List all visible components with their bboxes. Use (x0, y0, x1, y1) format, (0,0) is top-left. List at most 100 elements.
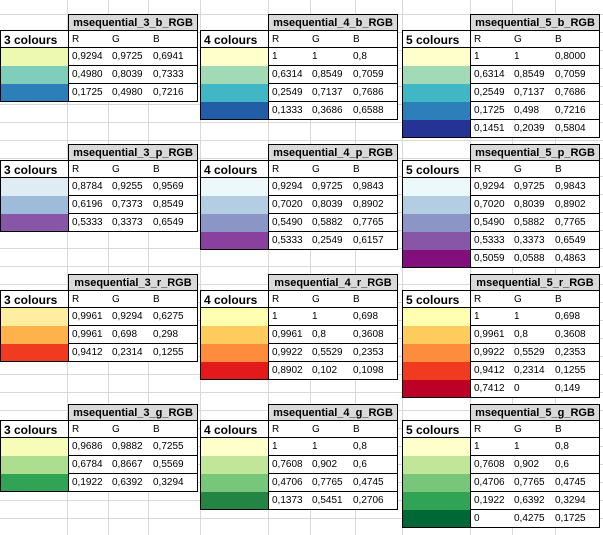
value-cell-b[interactable]: 0,7059 (552, 66, 600, 84)
palette-title[interactable]: msequential_3_p_RGB (68, 144, 198, 160)
value-cell-b[interactable]: 0,3608 (350, 326, 398, 344)
value-cell-b[interactable]: 0,6549 (552, 232, 600, 250)
column-header-g[interactable]: G (109, 420, 150, 438)
colour-count-label[interactable]: 3 colours (0, 290, 68, 308)
value-cell-g[interactable]: 0,7373 (109, 196, 150, 214)
value-cell-r[interactable]: 0,7020 (470, 196, 511, 214)
value-cell-g[interactable]: 0 (511, 380, 552, 398)
value-cell-r[interactable]: 0,2549 (470, 84, 511, 102)
colour-swatch[interactable] (0, 214, 68, 232)
value-cell-b[interactable]: 0,5569 (150, 456, 198, 474)
value-cell-g[interactable]: 0,9255 (109, 178, 150, 196)
value-cell-g[interactable]: 0,698 (109, 326, 150, 344)
column-header-b[interactable]: B (350, 420, 398, 438)
colour-count-label[interactable]: 4 colours (200, 290, 268, 308)
value-cell-b[interactable]: 0,8902 (552, 196, 600, 214)
value-cell-g[interactable]: 0,5529 (511, 344, 552, 362)
colour-swatch[interactable] (0, 84, 68, 102)
value-cell-r[interactable]: 0,1922 (68, 474, 109, 492)
value-cell-b[interactable]: 0,2353 (350, 344, 398, 362)
colour-swatch[interactable] (200, 102, 268, 120)
value-cell-b[interactable]: 0,8549 (150, 196, 198, 214)
value-cell-g[interactable]: 0,9882 (109, 438, 150, 456)
value-cell-b[interactable]: 0,6157 (350, 232, 398, 250)
value-cell-g[interactable]: 1 (511, 48, 552, 66)
value-cell-g[interactable]: 0,8549 (309, 66, 350, 84)
palette-title[interactable]: msequential_3_g_RGB (68, 404, 198, 420)
palette-title[interactable]: msequential_4_b_RGB (268, 14, 398, 30)
value-cell-b[interactable]: 0,7059 (350, 66, 398, 84)
value-cell-g[interactable]: 1 (511, 438, 552, 456)
value-cell-r[interactable]: 0,9686 (68, 438, 109, 456)
value-cell-r[interactable]: 0,9961 (68, 308, 109, 326)
value-cell-g[interactable]: 0,7137 (511, 84, 552, 102)
colour-swatch[interactable] (0, 308, 68, 326)
column-header-b[interactable]: B (552, 30, 600, 48)
value-cell-g[interactable]: 0,9294 (109, 308, 150, 326)
value-cell-r[interactable]: 1 (470, 48, 511, 66)
value-cell-b[interactable]: 0,2353 (552, 344, 600, 362)
value-cell-r[interactable]: 0,9294 (268, 178, 309, 196)
value-cell-b[interactable]: 0,7765 (350, 214, 398, 232)
column-header-b[interactable]: B (350, 30, 398, 48)
colour-swatch[interactable] (200, 308, 268, 326)
value-cell-b[interactable]: 0,7255 (150, 438, 198, 456)
value-cell-r[interactable]: 0,9961 (68, 326, 109, 344)
column-header-g[interactable]: G (511, 290, 552, 308)
value-cell-b[interactable]: 0,5804 (552, 120, 600, 138)
value-cell-b[interactable]: 0,698 (552, 308, 600, 326)
colour-swatch[interactable] (200, 232, 268, 250)
value-cell-b[interactable]: 0,9843 (552, 178, 600, 196)
value-cell-b[interactable]: 0,8 (552, 438, 600, 456)
value-cell-r[interactable]: 0,9922 (268, 344, 309, 362)
value-cell-g[interactable]: 0,7765 (309, 474, 350, 492)
value-cell-g[interactable]: 0,8039 (109, 66, 150, 84)
colour-count-label[interactable]: 4 colours (200, 420, 268, 438)
value-cell-r[interactable]: 0,1725 (68, 84, 109, 102)
value-cell-g[interactable]: 0,4275 (511, 510, 552, 528)
column-header-b[interactable]: B (350, 160, 398, 178)
value-cell-r[interactable]: 0,5333 (268, 232, 309, 250)
palette-title[interactable]: msequential_5_p_RGB (470, 144, 600, 160)
colour-swatch[interactable] (0, 344, 68, 362)
value-cell-r[interactable]: 0,5333 (68, 214, 109, 232)
colour-swatch[interactable] (0, 48, 68, 66)
colour-swatch[interactable] (402, 120, 470, 138)
colour-swatch[interactable] (200, 48, 268, 66)
colour-swatch[interactable] (402, 510, 470, 528)
colour-swatch[interactable] (200, 178, 268, 196)
column-header-b[interactable]: B (150, 160, 198, 178)
value-cell-r[interactable]: 0 (470, 510, 511, 528)
colour-swatch[interactable] (200, 492, 268, 510)
value-cell-b[interactable]: 0,2706 (350, 492, 398, 510)
column-header-b[interactable]: B (552, 290, 600, 308)
value-cell-r[interactable]: 0,7412 (470, 380, 511, 398)
value-cell-r[interactable]: 0,2549 (268, 84, 309, 102)
colour-count-label[interactable]: 3 colours (0, 30, 68, 48)
value-cell-r[interactable]: 0,9961 (470, 326, 511, 344)
colour-swatch[interactable] (402, 438, 470, 456)
column-header-r[interactable]: R (470, 290, 511, 308)
colour-count-label[interactable]: 3 colours (0, 160, 68, 178)
value-cell-b[interactable]: 0,4863 (552, 250, 600, 268)
value-cell-r[interactable]: 0,1451 (470, 120, 511, 138)
value-cell-r[interactable]: 0,5333 (470, 232, 511, 250)
column-header-g[interactable]: G (309, 420, 350, 438)
colour-swatch[interactable] (200, 84, 268, 102)
value-cell-g[interactable]: 0,498 (511, 102, 552, 120)
column-header-g[interactable]: G (309, 290, 350, 308)
value-cell-g[interactable]: 0,6392 (109, 474, 150, 492)
colour-swatch[interactable] (402, 344, 470, 362)
colour-swatch[interactable] (0, 196, 68, 214)
value-cell-r[interactable]: 0,1725 (470, 102, 511, 120)
value-cell-b[interactable]: 0,8000 (552, 48, 600, 66)
column-header-b[interactable]: B (350, 290, 398, 308)
value-cell-r[interactable]: 0,9294 (68, 48, 109, 66)
column-header-r[interactable]: R (68, 420, 109, 438)
value-cell-r[interactable]: 0,4980 (68, 66, 109, 84)
value-cell-b[interactable]: 0,9569 (150, 178, 198, 196)
value-cell-g[interactable]: 0,8039 (511, 196, 552, 214)
column-header-g[interactable]: G (309, 160, 350, 178)
value-cell-g[interactable]: 0,9725 (309, 178, 350, 196)
value-cell-r[interactable]: 0,8902 (268, 362, 309, 380)
